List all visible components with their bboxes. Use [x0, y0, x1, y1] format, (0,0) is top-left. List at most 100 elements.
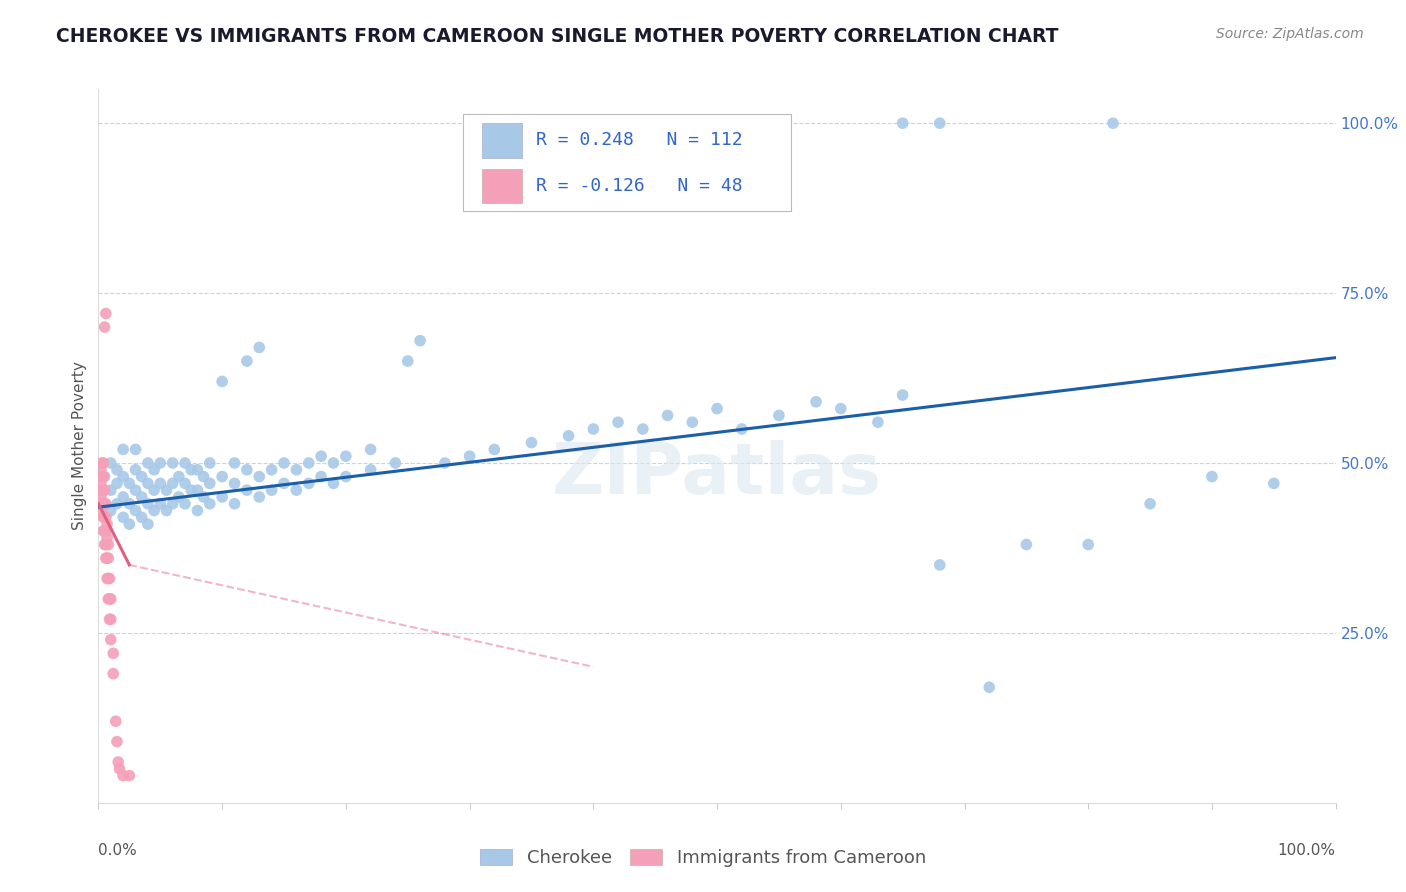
- Point: [155, 503, 177, 517]
- Point: [1015, 537, 1038, 551]
- Point: [93, 320, 115, 334]
- Point: [198, 497, 221, 511]
- Point: [186, 463, 208, 477]
- Point: [136, 456, 159, 470]
- Point: [97, 537, 120, 551]
- Point: [96, 531, 118, 545]
- Point: [149, 456, 172, 470]
- Text: ZIPatlas: ZIPatlas: [553, 440, 882, 509]
- Point: [124, 463, 146, 477]
- Point: [1102, 116, 1125, 130]
- Point: [143, 483, 166, 498]
- Point: [211, 375, 233, 389]
- Point: [93, 469, 115, 483]
- Point: [891, 116, 914, 130]
- Point: [928, 116, 950, 130]
- Point: [136, 517, 159, 532]
- Point: [100, 503, 122, 517]
- Point: [198, 476, 221, 491]
- Point: [131, 510, 153, 524]
- Point: [93, 524, 115, 538]
- Point: [236, 463, 259, 477]
- Point: [1263, 476, 1285, 491]
- Point: [93, 537, 115, 551]
- Point: [118, 517, 141, 532]
- Point: [112, 469, 135, 483]
- Point: [94, 306, 117, 320]
- Point: [93, 483, 115, 498]
- Point: [193, 490, 215, 504]
- Point: [557, 116, 579, 130]
- Point: [97, 572, 120, 586]
- Point: [186, 503, 208, 517]
- Bar: [482, 123, 522, 158]
- Point: [180, 483, 202, 498]
- Point: [93, 524, 115, 538]
- Point: [335, 449, 357, 463]
- Point: [93, 456, 115, 470]
- FancyBboxPatch shape: [464, 114, 792, 211]
- Point: [107, 755, 129, 769]
- Point: [100, 591, 122, 606]
- Point: [298, 476, 321, 491]
- Point: [93, 483, 115, 498]
- Point: [582, 422, 605, 436]
- Point: [657, 409, 679, 423]
- Point: [94, 510, 117, 524]
- Point: [100, 632, 122, 647]
- Point: [384, 456, 406, 470]
- Point: [149, 476, 172, 491]
- Point: [1201, 469, 1223, 483]
- Point: [90, 476, 112, 491]
- Point: [928, 558, 950, 572]
- Point: [193, 469, 215, 483]
- Point: [458, 449, 481, 463]
- Point: [167, 469, 190, 483]
- Point: [103, 646, 125, 660]
- Point: [731, 422, 754, 436]
- Point: [335, 469, 357, 483]
- Point: [105, 734, 128, 748]
- Point: [96, 551, 118, 566]
- Point: [224, 456, 246, 470]
- Point: [103, 666, 125, 681]
- Point: [118, 476, 141, 491]
- Point: [273, 456, 295, 470]
- Point: [112, 490, 135, 504]
- Point: [98, 591, 121, 606]
- Point: [104, 714, 127, 729]
- Point: [124, 442, 146, 457]
- Point: [93, 497, 115, 511]
- Point: [360, 463, 382, 477]
- Point: [112, 769, 135, 783]
- Point: [94, 537, 117, 551]
- Point: [247, 341, 270, 355]
- Point: [108, 762, 131, 776]
- Point: [93, 510, 115, 524]
- Point: [198, 456, 221, 470]
- Point: [309, 449, 332, 463]
- Point: [260, 463, 283, 477]
- Point: [607, 415, 630, 429]
- Text: Source: ZipAtlas.com: Source: ZipAtlas.com: [1216, 27, 1364, 41]
- Point: [96, 517, 118, 532]
- Point: [100, 456, 122, 470]
- Point: [979, 680, 1001, 694]
- Point: [484, 442, 506, 457]
- Point: [105, 497, 128, 511]
- Point: [1139, 497, 1161, 511]
- Point: [174, 497, 197, 511]
- Point: [508, 116, 530, 130]
- Point: [100, 483, 122, 498]
- Point: [247, 469, 270, 483]
- Point: [131, 469, 153, 483]
- Point: [211, 490, 233, 504]
- Point: [124, 503, 146, 517]
- Point: [224, 497, 246, 511]
- Text: 0.0%: 0.0%: [98, 843, 138, 858]
- Text: 100.0%: 100.0%: [1278, 843, 1336, 858]
- Point: [236, 354, 259, 368]
- Point: [112, 442, 135, 457]
- Point: [186, 483, 208, 498]
- Point: [105, 476, 128, 491]
